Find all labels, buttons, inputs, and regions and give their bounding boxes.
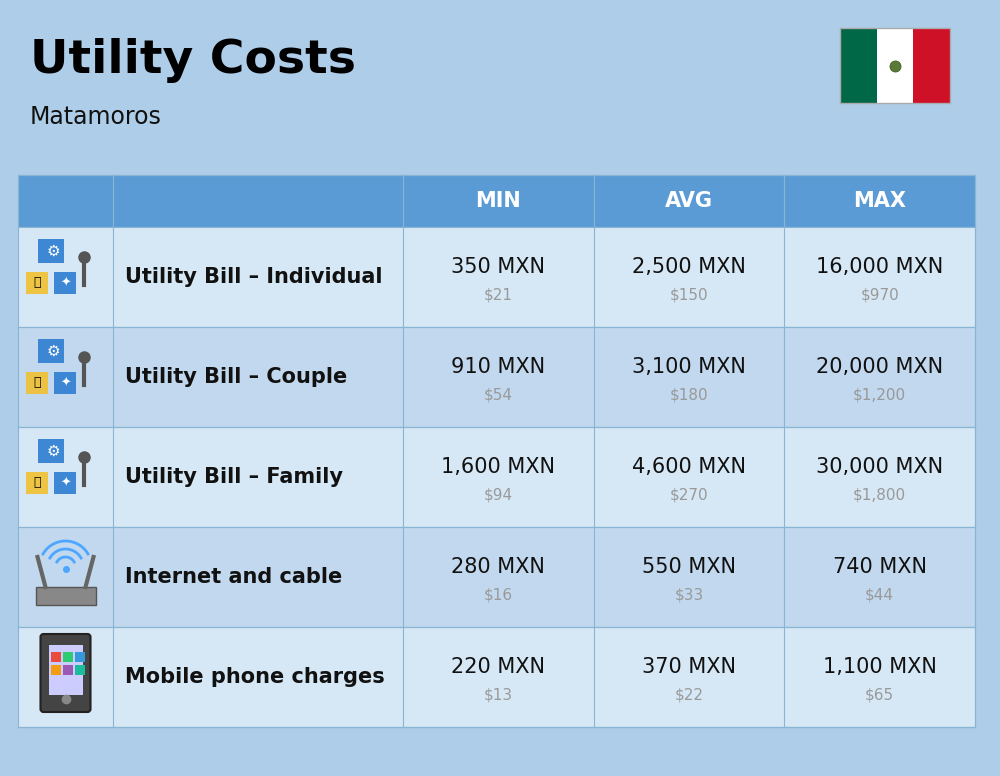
Bar <box>877 28 913 103</box>
Bar <box>74 652 84 662</box>
Text: Internet and cable: Internet and cable <box>125 567 342 587</box>
Text: 370 MXN: 370 MXN <box>642 657 736 677</box>
Text: $16: $16 <box>484 587 513 602</box>
Bar <box>50 665 60 675</box>
Text: $970: $970 <box>860 287 899 303</box>
Bar <box>26 372 48 394</box>
Bar <box>62 652 72 662</box>
Text: 550 MXN: 550 MXN <box>642 557 736 577</box>
Text: $94: $94 <box>484 487 513 503</box>
Text: Utility Costs: Utility Costs <box>30 38 356 83</box>
Text: ✦: ✦ <box>60 376 71 390</box>
Text: $65: $65 <box>865 688 894 702</box>
Text: 1,600 MXN: 1,600 MXN <box>441 457 555 477</box>
Text: $44: $44 <box>865 587 894 602</box>
Bar <box>54 372 76 394</box>
FancyBboxPatch shape <box>40 634 90 712</box>
Text: 280 MXN: 280 MXN <box>451 557 545 577</box>
Text: ✦: ✦ <box>60 476 71 490</box>
Bar <box>18 627 975 727</box>
Bar <box>840 28 950 103</box>
Text: $22: $22 <box>674 688 704 702</box>
Bar <box>54 272 76 294</box>
Text: ✦: ✦ <box>60 276 71 289</box>
Text: $13: $13 <box>484 688 513 702</box>
Text: Matamoros: Matamoros <box>30 105 162 129</box>
Bar <box>38 239 64 263</box>
Bar <box>38 339 64 363</box>
Text: 220 MXN: 220 MXN <box>451 657 545 677</box>
Text: 350 MXN: 350 MXN <box>451 257 545 277</box>
Bar <box>36 587 96 605</box>
Text: 3,100 MXN: 3,100 MXN <box>632 357 746 377</box>
Bar <box>50 652 60 662</box>
Bar <box>18 227 975 327</box>
Bar <box>26 272 48 294</box>
Text: AVG: AVG <box>665 191 713 211</box>
Text: 30,000 MXN: 30,000 MXN <box>816 457 943 477</box>
Text: Utility Bill – Individual: Utility Bill – Individual <box>125 267 382 287</box>
Text: Utility Bill – Family: Utility Bill – Family <box>125 467 343 487</box>
Bar <box>62 665 72 675</box>
Text: ⚙: ⚙ <box>47 444 60 459</box>
Text: 🔌: 🔌 <box>34 276 41 289</box>
Bar <box>54 472 76 494</box>
Text: ⚙: ⚙ <box>47 344 60 359</box>
Text: 20,000 MXN: 20,000 MXN <box>816 357 943 377</box>
Text: $54: $54 <box>484 387 513 403</box>
Bar <box>38 439 64 463</box>
Bar <box>18 327 975 427</box>
Text: 16,000 MXN: 16,000 MXN <box>816 257 943 277</box>
Bar <box>18 427 975 527</box>
Text: $1,800: $1,800 <box>853 487 906 503</box>
Bar <box>48 645 82 695</box>
Bar <box>18 175 975 227</box>
Text: 4,600 MXN: 4,600 MXN <box>632 457 746 477</box>
Text: 910 MXN: 910 MXN <box>451 357 545 377</box>
Bar <box>913 28 950 103</box>
Bar <box>18 527 975 627</box>
Text: $180: $180 <box>670 387 708 403</box>
Text: $150: $150 <box>670 287 708 303</box>
Text: Mobile phone charges: Mobile phone charges <box>125 667 385 687</box>
Text: MAX: MAX <box>853 191 906 211</box>
Text: 🔌: 🔌 <box>34 476 41 490</box>
Text: $1,200: $1,200 <box>853 387 906 403</box>
Text: 2,500 MXN: 2,500 MXN <box>632 257 746 277</box>
Text: $270: $270 <box>670 487 708 503</box>
Text: ⚙: ⚙ <box>47 244 60 258</box>
Text: 740 MXN: 740 MXN <box>833 557 927 577</box>
Text: 1,100 MXN: 1,100 MXN <box>823 657 937 677</box>
Text: 🔌: 🔌 <box>34 376 41 390</box>
Text: $33: $33 <box>674 587 704 602</box>
Bar <box>74 665 84 675</box>
Text: Utility Bill – Couple: Utility Bill – Couple <box>125 367 347 387</box>
Text: MIN: MIN <box>475 191 521 211</box>
Bar <box>26 472 48 494</box>
Text: $21: $21 <box>484 287 513 303</box>
Bar <box>840 28 877 103</box>
